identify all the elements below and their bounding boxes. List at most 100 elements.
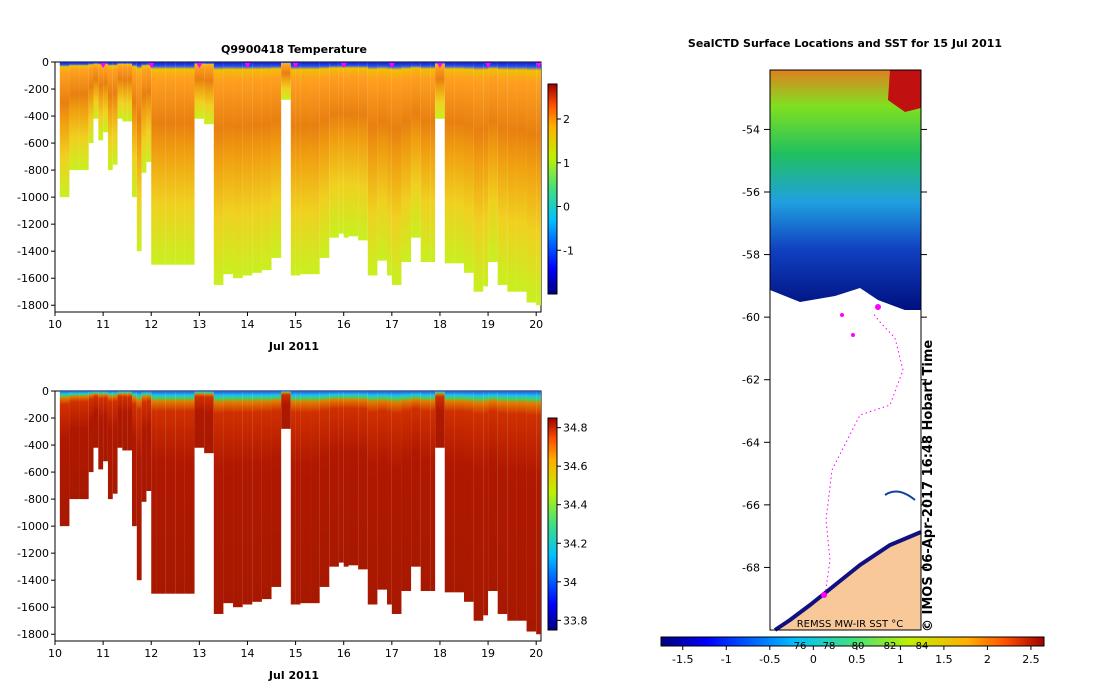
profile-column xyxy=(367,391,378,605)
x-tick-label: 10 xyxy=(48,318,62,331)
profile-column xyxy=(117,391,123,448)
profile-column xyxy=(122,62,128,122)
y-tick-label: -1200 xyxy=(17,218,49,231)
profile-column xyxy=(367,62,378,276)
x-tick-label: 18 xyxy=(433,647,447,660)
profile-column xyxy=(358,62,368,241)
colorbar-tick-label: 34.2 xyxy=(563,537,588,550)
profile-column xyxy=(141,391,147,502)
profile-column xyxy=(290,62,296,276)
profile-column xyxy=(146,391,152,491)
profile-column xyxy=(127,391,132,451)
profile-marker xyxy=(244,63,251,68)
profile-column xyxy=(526,62,537,303)
profile-marker xyxy=(485,63,492,68)
sst-colorbar-tick-label: -1.5 xyxy=(672,653,693,666)
x-tick-label: 12 xyxy=(144,647,158,660)
profile-column xyxy=(377,391,388,590)
y-tick-label: -1400 xyxy=(17,574,49,587)
salinity-y-ticks: 0 -200 -400 -600 -800 -1000 -1200 -1400 -1600 -18… xyxy=(17,385,55,641)
x-tick-label: 15 xyxy=(289,647,303,660)
profile-column xyxy=(233,391,243,608)
profile-column xyxy=(261,391,272,600)
map-y-ticks: -54 -56 -58 -60 -62 -64 -66 -68 xyxy=(742,123,927,574)
profile-column xyxy=(98,391,104,470)
profile-column xyxy=(338,62,344,234)
sst-colorbar-overlay-label: 78 xyxy=(823,641,836,652)
profile-column xyxy=(473,391,484,621)
y-tick-label: -400 xyxy=(24,110,49,123)
seal-location-1 xyxy=(875,304,881,310)
temperature-x-ticks: 10 11 12 13 14 15 16 17 18 19 20 xyxy=(48,312,543,331)
profile-column xyxy=(281,391,291,429)
colorbar-tick-label: 2 xyxy=(563,113,570,126)
profile-column xyxy=(300,62,311,275)
seal-location-2 xyxy=(840,313,844,317)
profile-column xyxy=(435,62,445,119)
profile-column xyxy=(295,391,301,605)
profile-column xyxy=(156,391,166,594)
profile-column xyxy=(444,62,455,264)
seal-location-3 xyxy=(851,333,855,337)
profile-column xyxy=(93,391,99,448)
profile-column xyxy=(136,391,142,581)
profile-column xyxy=(223,62,234,275)
profile-column xyxy=(281,62,291,100)
profile-column xyxy=(151,391,157,594)
profile-column xyxy=(507,62,517,292)
profile-column xyxy=(127,62,132,122)
salinity-x-label: Jul 2011 xyxy=(268,669,319,682)
profile-column xyxy=(430,62,436,262)
temperature-chart-title: Q9900418 Temperature xyxy=(221,43,367,56)
profile-column xyxy=(184,391,195,594)
sst-colorbar-overlay-label: 76 xyxy=(794,641,807,652)
profile-column xyxy=(175,391,185,594)
x-tick-label: 13 xyxy=(192,318,206,331)
profile-column xyxy=(526,391,537,632)
y-tick-label: -800 xyxy=(24,493,49,506)
x-tick-label: 17 xyxy=(385,318,399,331)
y-tick-label: -400 xyxy=(24,439,49,452)
sst-colorbar-tick-label: 0 xyxy=(810,653,817,666)
x-tick-label: 16 xyxy=(337,647,351,660)
sst-warm-patch xyxy=(888,70,921,112)
temperature-profiles xyxy=(59,62,541,306)
profile-column xyxy=(497,391,508,614)
profile-column xyxy=(338,391,344,563)
profile-marker xyxy=(340,63,347,68)
profile-column xyxy=(430,391,436,591)
map-chart-title: SealCTD Surface Locations and SST for 15… xyxy=(688,37,1002,50)
profile-column xyxy=(112,391,118,494)
profile-column xyxy=(252,391,262,602)
x-tick-label: 19 xyxy=(481,318,495,331)
profile-column xyxy=(79,391,89,500)
temperature-colorbar-ticks: -1 0 1 2 xyxy=(557,113,574,257)
sst-colorbar-overlay-label: 84 xyxy=(916,641,929,652)
profile-column xyxy=(329,391,339,567)
y-tick-label: -1800 xyxy=(17,299,49,312)
x-tick-label: 15 xyxy=(289,318,303,331)
profile-column xyxy=(454,62,465,264)
profile-column xyxy=(488,62,498,262)
y-tick-label: 0 xyxy=(42,56,49,69)
map-y-tick-label: -68 xyxy=(742,561,760,574)
x-tick-label: 20 xyxy=(529,647,543,660)
x-tick-label: 14 xyxy=(240,647,254,660)
profile-column xyxy=(131,391,137,527)
profile-column xyxy=(247,391,253,605)
temperature-x-markers xyxy=(100,63,542,68)
y-tick-label: -1000 xyxy=(17,520,49,533)
profile-column xyxy=(59,391,70,527)
sst-ice-edge xyxy=(770,288,921,320)
profile-column xyxy=(497,62,508,285)
y-tick-label: -1200 xyxy=(17,547,49,560)
x-tick-label: 11 xyxy=(96,318,110,331)
profile-marker xyxy=(148,63,155,68)
profile-column xyxy=(223,391,234,604)
map-y-tick-label: -62 xyxy=(742,374,760,387)
colorbar-tick-label: 0 xyxy=(563,201,570,214)
profile-column xyxy=(348,62,359,237)
profile-column xyxy=(184,62,195,265)
profile-column xyxy=(213,62,224,285)
sst-colorbar-tick-label: 0.5 xyxy=(848,653,866,666)
